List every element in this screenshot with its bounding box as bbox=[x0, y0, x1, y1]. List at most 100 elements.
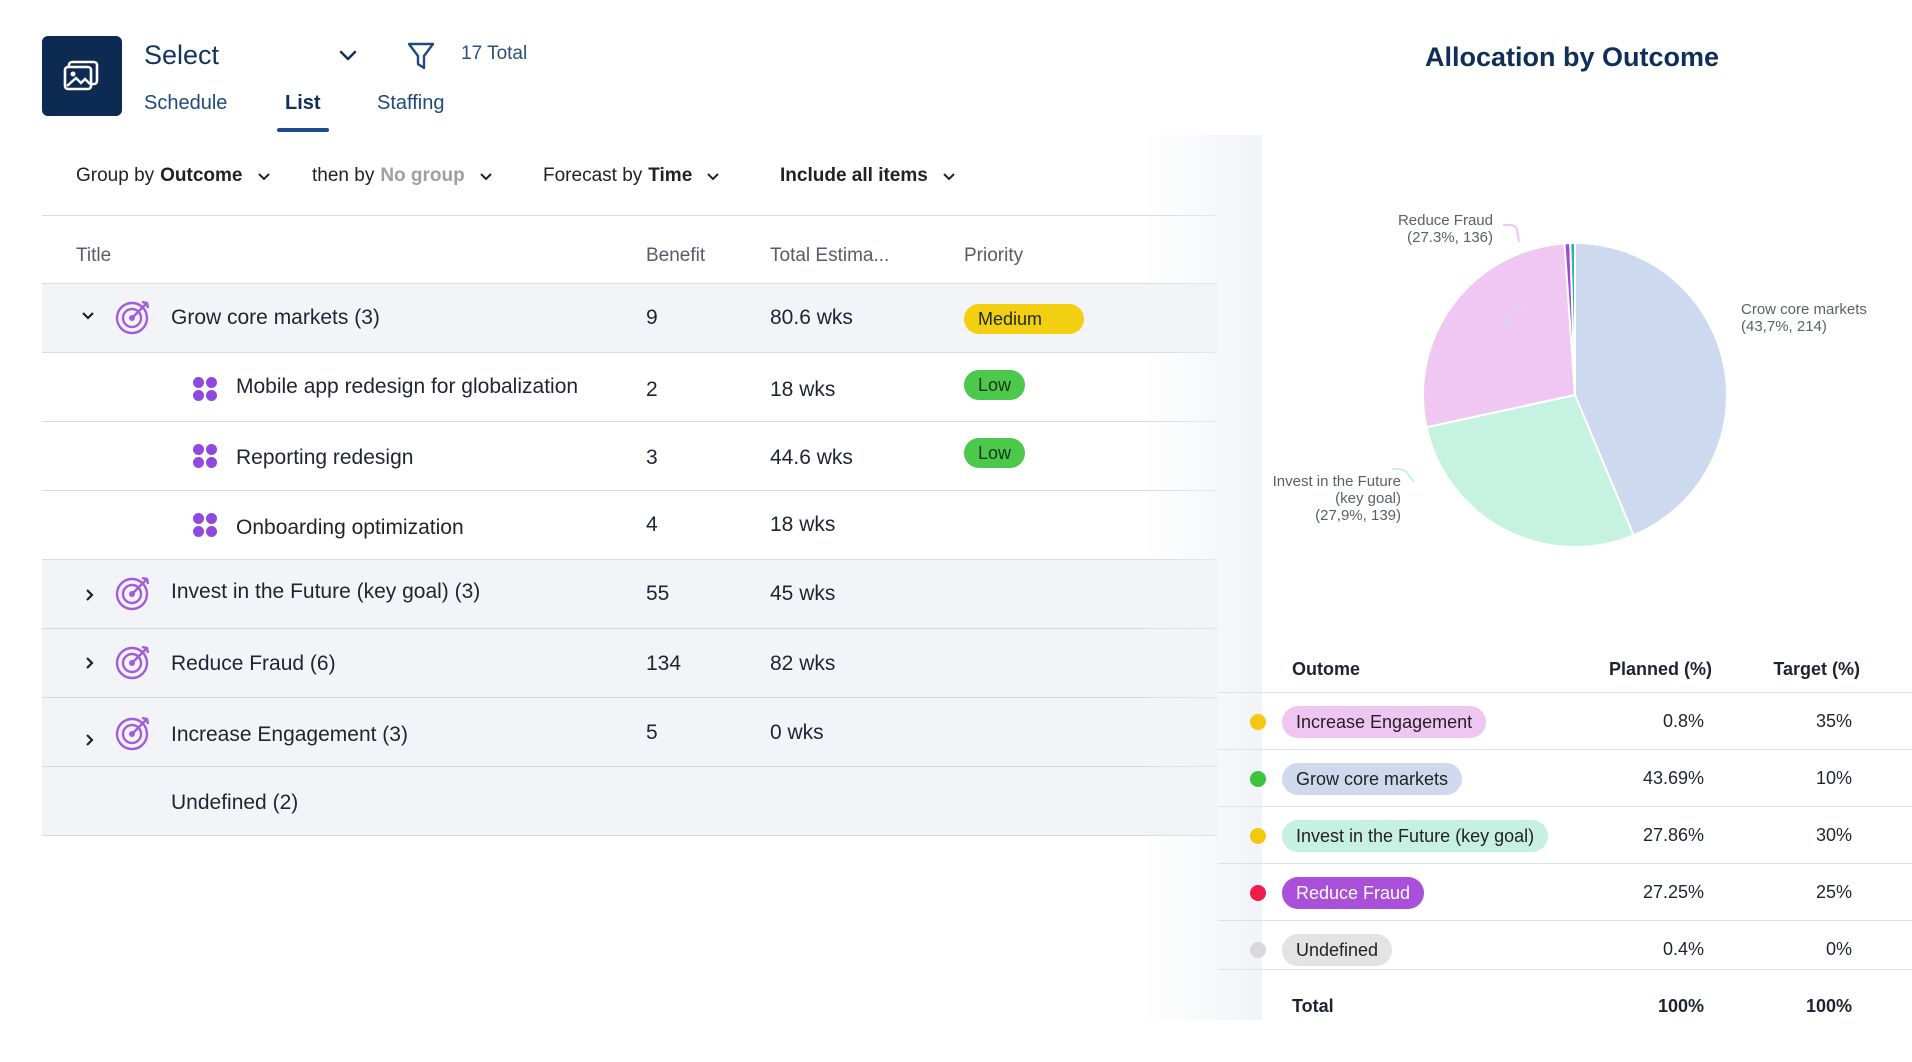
group-by-dropdown[interactable]: Group by Outcome bbox=[76, 165, 271, 187]
leader-line bbox=[1504, 308, 1524, 330]
planned-value: 43.69% bbox=[1642, 768, 1704, 788]
forecast-by-dropdown[interactable]: Forecast by Time bbox=[543, 165, 720, 187]
divider bbox=[42, 559, 1218, 560]
status-dot bbox=[1250, 771, 1266, 787]
tab-schedule[interactable]: Schedule bbox=[144, 92, 228, 114]
row-benefit: 5 bbox=[646, 721, 658, 744]
pie-label-line: (27.3%, 136) bbox=[1407, 229, 1493, 246]
chevron-down-icon bbox=[943, 173, 955, 181]
divider bbox=[42, 215, 1218, 216]
outcome-row[interactable]: Invest in the Future (key goal) 27.86% 3… bbox=[1218, 807, 1912, 863]
chart-title: Allocation by Outcome bbox=[1425, 42, 1720, 72]
outcome-row[interactable]: Increase Engagement 0.8% 35% bbox=[1218, 693, 1912, 749]
total-count: 17 Total bbox=[461, 43, 528, 64]
pie-label-invest: Invest in the Future (key goal) (27,9%, … bbox=[1265, 473, 1401, 524]
divider bbox=[1218, 806, 1912, 807]
target-icon bbox=[115, 300, 150, 335]
table-row-group[interactable]: Grow core markets (3) 9 80.6 wks Medium bbox=[42, 284, 1218, 352]
chevron-down-icon[interactable] bbox=[80, 310, 96, 322]
active-tab-indicator bbox=[277, 128, 329, 132]
chevron-right-icon[interactable] bbox=[84, 655, 96, 671]
then-by-dropdown[interactable]: then by No group bbox=[312, 165, 493, 187]
target-value: 35% bbox=[1815, 711, 1852, 731]
table-row-group[interactable]: Invest in the Future (key goal) (3) 55 4… bbox=[42, 560, 1218, 628]
outcome-row[interactable]: Grow core markets 43.69% 10% bbox=[1218, 750, 1912, 806]
tab-list[interactable]: List bbox=[285, 92, 321, 114]
column-header-target[interactable]: Target (%) bbox=[1773, 659, 1860, 679]
row-benefit: 9 bbox=[646, 306, 658, 329]
target-icon bbox=[115, 576, 150, 611]
chevron-down-icon bbox=[480, 173, 492, 181]
status-dot bbox=[1250, 828, 1266, 844]
row-title: Reduce Fraud (6) bbox=[171, 652, 336, 675]
include-items-dropdown[interactable]: Include all items bbox=[780, 165, 956, 187]
forecast-value: Time bbox=[648, 165, 693, 186]
status-dot bbox=[1250, 942, 1266, 958]
row-title: Increase Engagement (3) bbox=[171, 723, 408, 746]
column-header-priority[interactable]: Priority bbox=[964, 245, 1024, 266]
target-value: 0% bbox=[1825, 939, 1852, 959]
pie-slice[interactable] bbox=[1569, 241, 1576, 396]
divider bbox=[42, 628, 1218, 629]
view-select[interactable]: Select bbox=[144, 40, 220, 70]
status-dot bbox=[1250, 714, 1266, 730]
planned-value: 0.4% bbox=[1662, 939, 1704, 959]
forecast-prefix: Forecast by bbox=[543, 165, 643, 186]
chevron-right-icon[interactable] bbox=[84, 587, 96, 603]
row-title: Onboarding optimization bbox=[236, 516, 464, 539]
outcome-tag: Reduce Fraud bbox=[1282, 877, 1425, 909]
row-benefit: 55 bbox=[646, 582, 670, 605]
pie-chart bbox=[1392, 224, 1728, 548]
pie-slice[interactable] bbox=[1422, 242, 1577, 429]
list-panel: Group by Outcome then by No group Foreca… bbox=[42, 135, 1262, 1020]
outcome-row[interactable]: Undefined 0.4% 0% bbox=[1218, 921, 1912, 977]
divider bbox=[42, 766, 1218, 767]
pie-slice[interactable] bbox=[1574, 241, 1728, 537]
table-row-group[interactable]: Increase Engagement (3) 5 0 wks bbox=[42, 698, 1218, 766]
include-label: Include all items bbox=[780, 165, 928, 186]
total-target: 100% bbox=[1805, 996, 1852, 1016]
pie-label-line: Invest in the Future bbox=[1272, 473, 1401, 490]
table-row-item[interactable]: Onboarding optimization 4 18 wks bbox=[42, 491, 1218, 559]
row-estimate: 0 wks bbox=[770, 721, 824, 744]
total-label: Total bbox=[1292, 996, 1334, 1016]
chevron-down-icon[interactable] bbox=[336, 44, 360, 68]
divider bbox=[1218, 863, 1912, 864]
column-header-benefit[interactable]: Benefit bbox=[646, 245, 706, 266]
column-header-outcome[interactable]: Outome bbox=[1292, 659, 1361, 679]
table-row-group[interactable]: Undefined (2) bbox=[42, 767, 1218, 835]
table-row-item[interactable]: Reporting redesign 3 44.6 wks Low bbox=[42, 422, 1218, 490]
row-estimate: 80.6 wks bbox=[770, 306, 853, 329]
row-estimate: 44.6 wks bbox=[770, 446, 853, 469]
outcome-row[interactable]: Reduce Fraud 27.25% 25% bbox=[1218, 864, 1912, 920]
row-benefit: 4 bbox=[646, 513, 658, 536]
chevron-right-icon[interactable] bbox=[84, 732, 96, 748]
group-by-value: Outcome bbox=[160, 165, 243, 186]
total-row: Total 100% 100% bbox=[1218, 978, 1912, 1034]
filter-icon[interactable] bbox=[406, 40, 436, 72]
planned-value: 27.25% bbox=[1642, 882, 1704, 902]
pie-slice[interactable] bbox=[1425, 393, 1635, 548]
item-dots-icon bbox=[193, 444, 217, 468]
divider bbox=[1218, 920, 1912, 921]
outcome-tag: Grow core markets bbox=[1282, 763, 1463, 795]
row-estimate: 45 wks bbox=[770, 582, 836, 605]
divider bbox=[1218, 692, 1912, 693]
row-title: Invest in the Future (key goal) (3) bbox=[171, 580, 481, 603]
table-row-item[interactable]: Mobile app redesign for globalization 2 … bbox=[42, 353, 1218, 421]
status-dot bbox=[1250, 885, 1266, 901]
leader-line bbox=[1392, 468, 1415, 483]
table-row-group[interactable]: Reduce Fraud (6) 134 82 wks bbox=[42, 629, 1218, 697]
column-header-planned[interactable]: Planned (%) bbox=[1608, 659, 1712, 679]
gallery-icon bbox=[63, 60, 99, 91]
divider bbox=[42, 352, 1218, 353]
tab-staffing[interactable]: Staffing bbox=[377, 92, 445, 114]
pie-label-fraud: Reduce Fraud (27.3%, 136) bbox=[1393, 212, 1493, 246]
row-title: Grow core markets (3) bbox=[171, 306, 380, 329]
column-header-estimate[interactable]: Total Estima... bbox=[770, 245, 890, 266]
total-planned: 100% bbox=[1657, 996, 1704, 1016]
app-icon-tile[interactable] bbox=[42, 36, 122, 116]
outcome-tag: Invest in the Future (key goal) bbox=[1282, 820, 1549, 852]
row-title: Mobile app redesign for globalization bbox=[236, 375, 579, 398]
column-header-title[interactable]: Title bbox=[76, 245, 112, 266]
